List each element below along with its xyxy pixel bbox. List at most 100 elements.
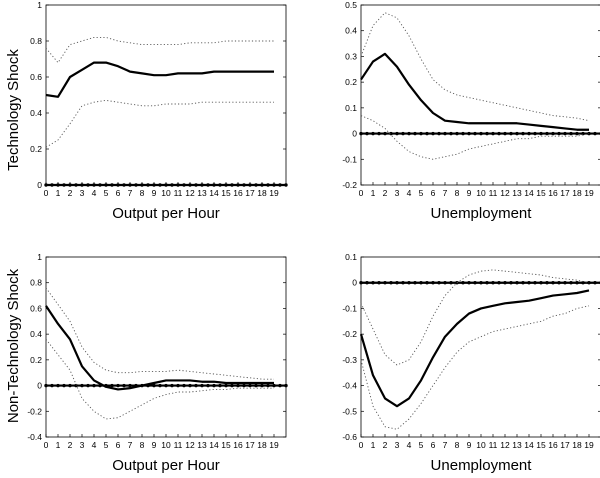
zero-marker	[116, 383, 120, 388]
x-tick-label: 8	[455, 188, 460, 198]
x-tick-label: 15	[221, 440, 231, 450]
x-tick-label: 18	[257, 440, 267, 450]
zero-marker	[503, 131, 507, 136]
x-tick-label: 19	[584, 440, 594, 450]
zero-marker	[407, 281, 411, 285]
zero-marker	[242, 383, 246, 388]
zero-marker	[182, 183, 186, 187]
series-upper-line	[360, 269, 590, 366]
x-tick-label: 6	[116, 188, 121, 198]
zero-marker	[212, 183, 216, 187]
x-axis-label: Unemployment	[431, 457, 533, 474]
x-tick-label: 13	[512, 188, 522, 198]
zero-marker	[68, 383, 72, 388]
x-tick-label: 6	[431, 188, 436, 198]
zero-marker	[569, 131, 573, 136]
zero-marker	[236, 383, 240, 388]
y-tick-label: 0.1	[345, 103, 357, 113]
series-upper-line	[45, 36, 274, 64]
zero-marker	[383, 131, 387, 136]
zero-marker	[401, 281, 405, 285]
x-tick-label: 4	[92, 440, 97, 450]
y-tick-label: 0.2	[345, 77, 357, 87]
x-tick-label: 12	[500, 188, 510, 198]
zero-marker	[44, 383, 48, 388]
x-tick-label: 6	[431, 440, 436, 450]
zero-marker	[164, 183, 168, 187]
y-tick-label: 0	[37, 180, 42, 190]
x-tick-label: 11	[489, 440, 498, 450]
zero-marker	[443, 131, 447, 136]
zero-marker	[170, 383, 174, 388]
zero-marker	[533, 281, 537, 285]
x-axis-label: Unemployment	[431, 205, 533, 222]
series-lower-line	[360, 305, 590, 430]
x-tick-label: 12	[185, 440, 195, 450]
zero-marker	[200, 383, 204, 388]
zero-marker	[272, 183, 276, 187]
x-tick-label: 15	[536, 188, 546, 198]
x-tick-label: 18	[572, 188, 582, 198]
zero-marker	[176, 183, 180, 187]
x-tick-label: 14	[524, 440, 534, 450]
zero-marker	[218, 383, 222, 388]
zero-marker	[284, 383, 288, 388]
zero-marker	[116, 183, 120, 187]
zero-marker	[56, 383, 60, 388]
x-tick-label: 16	[233, 188, 243, 198]
chart-panel-0: 00.20.40.60.810 1 2 3 4 5 6 7 8 9 10 11 12 13 14 15 16 17…	[30, 0, 288, 222]
zero-marker	[395, 281, 399, 285]
plot-frame	[45, 256, 287, 438]
x-tick-label: 19	[584, 188, 594, 198]
zero-marker	[176, 383, 180, 388]
x-tick-label: 5	[419, 440, 424, 450]
zero-marker	[383, 281, 387, 285]
zero-marker	[152, 183, 156, 187]
x-tick-label: 16	[548, 440, 558, 450]
y-tick-label: 0.8	[30, 278, 42, 288]
series-lower-line	[45, 339, 274, 420]
x-tick-label: 9	[152, 440, 157, 450]
zero-marker	[563, 131, 567, 136]
x-tick-label: 8	[140, 440, 145, 450]
zero-marker	[170, 183, 174, 187]
x-tick-label: 0	[44, 188, 49, 198]
x-tick-label: 9	[152, 188, 157, 198]
zero-marker	[461, 131, 465, 136]
zero-marker	[569, 281, 573, 285]
zero-marker	[545, 131, 549, 136]
x-tick-label: 17	[245, 440, 255, 450]
series-point-line	[45, 61, 274, 98]
x-tick-label: 5	[104, 440, 109, 450]
y-tick-label: -0.4	[342, 381, 357, 391]
x-tick-label: 11	[489, 188, 498, 198]
zero-marker	[92, 383, 96, 388]
zero-marker	[467, 131, 471, 136]
zero-marker	[44, 183, 48, 187]
zero-marker	[539, 281, 543, 285]
zero-marker	[473, 131, 477, 136]
zero-marker	[74, 183, 78, 187]
x-tick-label: 17	[245, 188, 255, 198]
x-tick-label: 6	[116, 440, 121, 450]
zero-marker	[389, 131, 393, 136]
x-tick-label: 12	[185, 188, 195, 198]
zero-marker	[242, 183, 246, 187]
x-tick-label: 7	[128, 440, 133, 450]
x-tick-label: 7	[128, 188, 133, 198]
zero-marker	[521, 131, 525, 136]
zero-marker	[491, 131, 495, 136]
zero-marker	[86, 383, 90, 388]
x-tick-label: 15	[221, 188, 231, 198]
x-tick-label: 1	[56, 440, 61, 450]
zero-marker	[122, 383, 126, 388]
x-tick-label: 7	[443, 188, 448, 198]
x-tick-label: 17	[560, 188, 570, 198]
zero-marker	[479, 281, 483, 285]
zero-marker	[527, 131, 531, 136]
x-tick-label: 10	[161, 440, 171, 450]
zero-marker	[551, 281, 555, 285]
y-tick-label: 0	[352, 129, 357, 139]
y-tick-label: -0.2	[27, 406, 42, 416]
